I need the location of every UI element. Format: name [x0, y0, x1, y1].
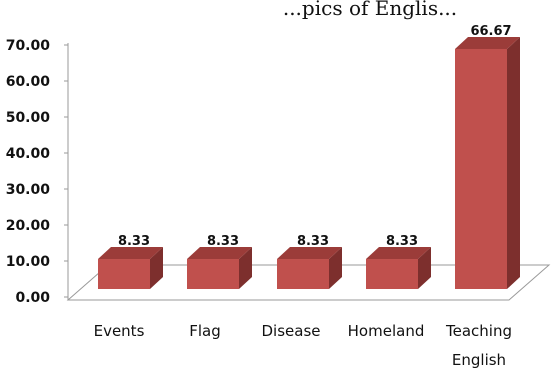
y-axis: 0.00 10.00 20.00 30.00 40.00 50.00 60.00 70.00: [6, 38, 69, 306]
bar-front: [455, 48, 507, 289]
bars: [98, 36, 520, 289]
category-label: Events: [94, 322, 145, 340]
value-label: 66.67: [470, 24, 511, 39]
y-tick-label: 50.00: [6, 110, 51, 126]
bar-side: [418, 247, 431, 289]
bar-0: [98, 247, 163, 289]
category-label: Flag: [189, 322, 221, 340]
y-tick-label: 10.00: [6, 254, 51, 270]
bar-top: [366, 247, 431, 260]
bar-front: [187, 259, 239, 289]
category-label: Homeland: [348, 322, 425, 340]
category-labels: Events Flag Disease Homeland Teaching English: [94, 322, 512, 369]
category-label: English: [452, 351, 506, 369]
value-label: 8.33: [207, 234, 239, 249]
value-label: 8.33: [386, 234, 418, 249]
bar-top: [187, 247, 252, 260]
y-tick-label: 30.00: [6, 182, 51, 198]
bar-top: [455, 36, 520, 49]
chart-title-fragment: ...pics of Englis...: [283, 0, 457, 20]
y-tick-label: 20.00: [6, 218, 51, 234]
bar-4: [455, 36, 520, 289]
bar-side: [507, 36, 520, 289]
bar-side: [150, 247, 163, 289]
value-labels: 8.33 8.33 8.33 8.33 66.67: [118, 24, 512, 249]
category-label: Disease: [262, 322, 321, 340]
y-tick-label: 60.00: [6, 74, 51, 90]
bar-front: [277, 259, 329, 289]
y-tick-label: 70.00: [6, 38, 51, 54]
value-label: 8.33: [118, 234, 150, 249]
bar-side: [329, 247, 342, 289]
bar-top: [277, 247, 342, 260]
category-label: Teaching: [445, 322, 512, 340]
y-tick-label: 40.00: [6, 146, 51, 162]
y-tick-label: 0.00: [15, 290, 50, 306]
bar-1: [187, 247, 252, 289]
bar-2: [277, 247, 342, 289]
bar-front: [366, 259, 418, 289]
bar-top: [98, 247, 163, 260]
bar-3: [366, 247, 431, 289]
value-label: 8.33: [297, 234, 329, 249]
bar-front: [98, 259, 150, 289]
bar-side: [239, 247, 252, 289]
